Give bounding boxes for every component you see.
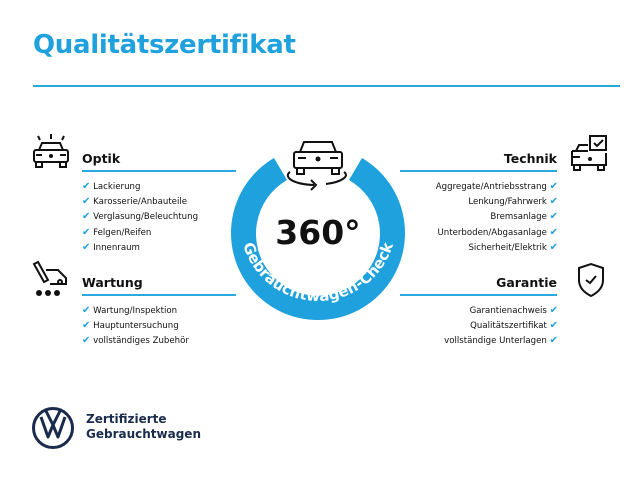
checklist-item: Unterboden/Abgasanlage ✔	[436, 225, 559, 240]
check-icon: ✔	[82, 196, 91, 208]
vw-logo	[32, 407, 74, 449]
check-icon: ✔	[82, 241, 91, 253]
divider	[82, 170, 236, 172]
divider	[400, 170, 557, 172]
checklist-item-label: Innenraum	[93, 242, 140, 253]
page-title: Qualitätszertifikat	[33, 30, 296, 60]
check-icon: ✔	[549, 211, 558, 223]
section-heading-garantie: Garantie	[496, 275, 557, 290]
brand-line-1: Zertifizierte	[86, 412, 167, 426]
checklist-item-label: Wartung/Inspektion	[93, 306, 178, 316]
checklist-item-label: Bremsanlage	[490, 212, 547, 223]
service-tools-icon	[32, 260, 67, 296]
checklist-item: ✔ Innenraum	[82, 240, 198, 255]
car-lights-icon	[33, 134, 69, 168]
checklist-item: vollständige Unterlagen ✔	[444, 333, 558, 348]
technik-list: Aggregate/Antriebsstrang ✔ Lenkung/Fahrwe…	[436, 179, 558, 255]
checklist-item: Sicherheit/Elektrik ✔	[436, 240, 558, 255]
check-icon: ✔	[82, 320, 91, 332]
gebrauchtwagen-check-badge: Gebrauchtwagen-Check 360°	[231, 141, 405, 321]
checklist-item: ✔ Wartung/Inspektion	[82, 303, 189, 318]
car-checkbox-icon	[571, 135, 607, 171]
brand-line-2: Gebrauchtwagen	[86, 427, 201, 441]
checklist-item: Lenkung/Fahrwerk ✔	[436, 194, 558, 209]
badge-value: 360°	[275, 213, 360, 252]
check-icon: ✔	[82, 211, 91, 223]
checklist-item-label: Felgen/Reifen	[93, 227, 152, 238]
check-icon: ✔	[82, 226, 91, 238]
checklist-item: ✔ Lackierung	[82, 179, 198, 194]
garantie-list: Garantienachweis ✔ Qualitätszertifikat ✔ v…	[444, 303, 558, 349]
check-icon: ✔	[549, 181, 558, 192]
brand-text: Zertifizierte Gebrauchtwagen	[86, 412, 201, 442]
checklist-item: ✔ Hauptuntersuchung	[82, 318, 189, 333]
checklist-item-label: Unterboden/Abgasanlage	[437, 227, 547, 238]
checklist-item-label: Lenkung/Fahrwerk	[468, 197, 547, 208]
optik-list: ✔ Lackierung ✔ Karosserie/Anbauteile ✔ Ver…	[82, 179, 198, 255]
divider	[400, 294, 557, 296]
checklist-item-label: vollständige Unterlagen	[444, 336, 547, 347]
checklist-item-label: Garantienachweis	[469, 306, 547, 316]
checklist-item: ✔ Felgen/Reifen	[82, 225, 198, 240]
check-icon: ✔	[549, 320, 558, 332]
check-icon: ✔	[549, 196, 558, 208]
checklist-item: ✔ Karosserie/Anbauteile	[82, 194, 198, 209]
checklist-item: ✔ vollständiges Zubehör	[82, 333, 189, 348]
checklist-item: ✔ Verglasung/Beleuchtung	[82, 209, 198, 224]
check-icon: ✔	[549, 241, 558, 253]
divider	[33, 85, 620, 87]
checklist-item-label: Hauptuntersuchung	[93, 321, 179, 332]
wartung-list: ✔ Wartung/Inspektion ✔ Hauptuntersuchung ✔…	[82, 303, 189, 349]
check-icon: ✔	[82, 335, 91, 347]
checklist-item: Qualitätszertifikat ✔	[444, 318, 558, 333]
section-heading-wartung: Wartung	[82, 275, 143, 290]
check-icon: ✔	[82, 181, 91, 192]
checklist-item-label: Sicherheit/Elektrik	[468, 242, 547, 253]
checklist-item-label: Aggregate/Antriebsstrang	[435, 182, 547, 192]
checklist-item: Bremsanlage ✔	[436, 209, 558, 224]
check-icon: ✔	[549, 226, 558, 238]
checklist-item: Garantienachweis ✔	[444, 303, 558, 318]
check-icon: ✔	[549, 305, 558, 316]
check-icon: ✔	[82, 305, 91, 316]
checklist-item: Aggregate/Antriebsstrang ✔	[436, 179, 558, 194]
checklist-item-label: Karosserie/Anbauteile	[93, 197, 188, 208]
car-rotate-icon	[286, 141, 347, 191]
shield-check-icon	[578, 262, 604, 298]
section-heading-technik: Technik	[503, 151, 557, 166]
checklist-item-label: Lackierung	[93, 182, 141, 192]
section-heading-optik: Optik	[82, 151, 121, 166]
checklist-item-label: Qualitätszertifikat	[470, 321, 547, 332]
divider	[82, 294, 236, 296]
checklist-item-label: vollständiges Zubehör	[93, 336, 189, 347]
checklist-item-label: Verglasung/Beleuchtung	[93, 212, 199, 223]
check-icon: ✔	[549, 335, 558, 347]
